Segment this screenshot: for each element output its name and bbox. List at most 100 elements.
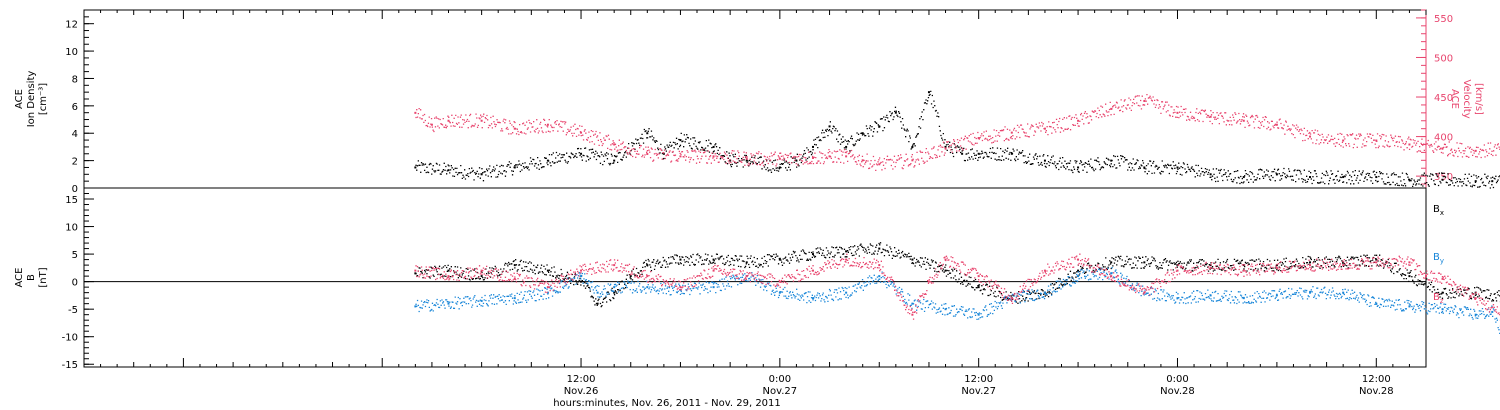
bz-series-point: [679, 286, 682, 289]
right-axis-label-line: ACE: [1449, 89, 1460, 109]
left-tick-label: 0: [72, 278, 78, 289]
ion-density-series-point: [911, 145, 914, 148]
legend-bx-series: Bx: [1433, 204, 1444, 217]
bx-series-point: [845, 250, 848, 253]
ion-density-series-point: [1474, 180, 1477, 183]
by-series-point: [1441, 308, 1444, 311]
x-tick-day: Nov.27: [763, 386, 798, 397]
bx-series-point: [679, 258, 682, 261]
velocity-series-point: [546, 123, 549, 126]
ion-density-series-point: [977, 152, 980, 155]
velocity-series-point: [1474, 149, 1477, 152]
ion-density-series-point: [927, 91, 930, 94]
bz-series-point: [480, 269, 483, 272]
velocity-series-point: [480, 119, 483, 122]
bz-series-point: [1242, 269, 1245, 272]
bz-series-point: [1375, 261, 1378, 264]
bx-series-point: [596, 302, 599, 305]
velocity-series-point: [679, 155, 682, 158]
ion-density-series-point: [662, 152, 665, 155]
left-tick-label: -10: [62, 333, 78, 344]
ion-density-series-point: [1110, 159, 1113, 162]
x-tick-day: Nov.27: [961, 386, 996, 397]
bx-series-point: [513, 264, 516, 267]
ion-density-series-point: [646, 132, 649, 135]
legend-subscript: y: [1440, 257, 1444, 265]
by-series-point: [911, 302, 914, 305]
bx-series-point: [629, 275, 632, 278]
bz-series-point: [1425, 275, 1427, 278]
velocity-series-point: [977, 137, 980, 140]
right-tick-label: 550: [1434, 14, 1453, 25]
ion-density-series-point: [414, 166, 417, 169]
velocity-series-point: [1375, 139, 1378, 142]
bx-series-point: [745, 261, 748, 264]
bz-series-point: [1309, 264, 1312, 267]
velocity-series-point: [1275, 123, 1278, 126]
velocity-series-point: [1242, 119, 1245, 122]
left-axis-label-line: B: [26, 274, 37, 281]
by-series-point: [1375, 302, 1378, 305]
ion-density-series-point: [1077, 166, 1080, 169]
bz-series-point: [1110, 275, 1113, 278]
x-tick-time: 12:00: [567, 374, 596, 385]
velocity-series-point: [1209, 115, 1212, 118]
bx-series-point: [414, 272, 417, 275]
by-series-point: [811, 297, 814, 300]
ion-density-series-point: [513, 166, 516, 169]
ion-density-series-point: [1441, 178, 1444, 181]
legend-base: B: [1433, 252, 1440, 263]
left-tick-label: 5: [72, 250, 78, 261]
bz-series-point: [944, 258, 947, 261]
left-tick-label: 10: [65, 223, 78, 234]
velocity-series-point: [430, 123, 433, 126]
left-axis-label-line: Ion Density: [26, 71, 37, 128]
ion-density-series-point: [845, 145, 848, 148]
by-series-point: [1491, 310, 1494, 313]
by-series-point: [546, 291, 549, 294]
bx-series-point: [878, 247, 881, 250]
left-tick-label: -5: [68, 305, 78, 316]
bz-series-point: [513, 277, 516, 280]
ion-density-series-point: [745, 159, 748, 162]
ion-density-series-point: [679, 139, 682, 142]
x-tick-time: 12:00: [1362, 374, 1391, 385]
left-tick-label: 4: [72, 129, 78, 140]
x-tick-time: 12:00: [964, 374, 993, 385]
ion-density-series-point: [861, 132, 864, 135]
bx-series-point: [546, 269, 549, 272]
by-series-point: [1110, 272, 1113, 275]
legend-base: B: [1433, 204, 1440, 215]
by-series-point: [513, 297, 516, 300]
bx-series-point: [712, 258, 715, 261]
ion-density-series-point: [1275, 173, 1278, 176]
bz-series-point: [927, 280, 930, 283]
panel-frame: [83, 9, 1427, 189]
bz-series-point: [1077, 258, 1080, 261]
bz-series-point: [646, 275, 649, 278]
velocity-series-point: [1176, 111, 1179, 114]
bz-series-point: [1275, 266, 1278, 269]
ion-density-series-point: [961, 152, 964, 155]
left-tick-label: -15: [62, 360, 78, 371]
ion-density-series-point: [1209, 173, 1212, 176]
ion-density-series: [415, 90, 1500, 189]
velocity-series-point: [878, 163, 881, 166]
left-axis-label-line: [nT]: [38, 267, 49, 287]
bx-series-point: [1408, 275, 1411, 278]
velocity-series-point: [745, 157, 748, 160]
ion-density-series-point: [1309, 176, 1312, 179]
by-series-point: [414, 305, 417, 308]
bx-series-point: [646, 264, 649, 267]
ion-density-series-point: [828, 125, 831, 128]
bz-series: [415, 253, 1500, 321]
bz-series-point: [580, 269, 583, 272]
ion-density-series-point: [480, 173, 483, 176]
left-tick-label: 12: [65, 20, 78, 31]
ion-density-series-point: [1408, 178, 1411, 181]
bx-series-point: [480, 275, 483, 278]
ion-density-series-point: [1491, 180, 1494, 183]
panel-frame: [83, 187, 1427, 368]
ion-density-series-point: [729, 159, 732, 162]
ion-density-series-point: [613, 159, 616, 162]
